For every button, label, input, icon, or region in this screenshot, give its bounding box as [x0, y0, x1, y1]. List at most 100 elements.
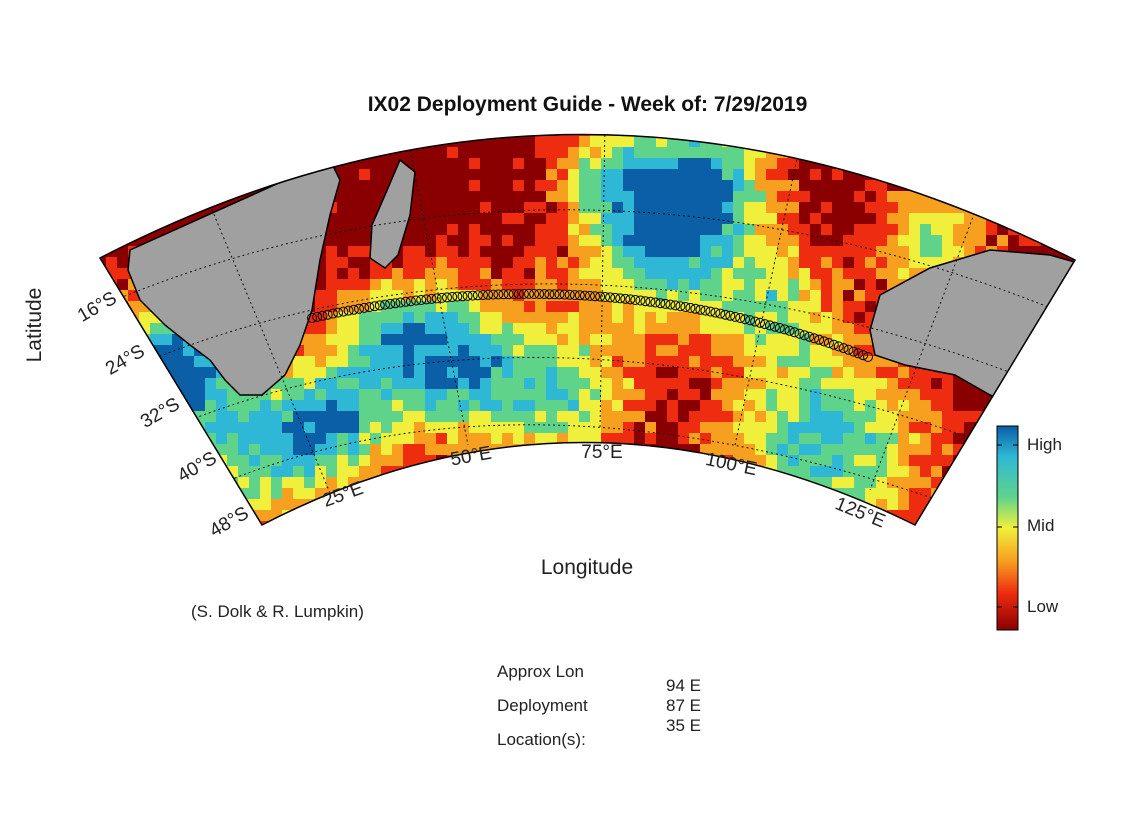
field-cell [931, 455, 942, 466]
field-cell [920, 378, 931, 389]
field-cell [205, 477, 216, 488]
field-cell [645, 235, 656, 246]
field-cell [579, 213, 590, 224]
field-cell [711, 510, 722, 521]
field-cell [381, 466, 392, 477]
field-cell [381, 411, 392, 422]
field-cell [370, 312, 381, 323]
field-cell [348, 411, 359, 422]
field-cell [601, 378, 612, 389]
field-cell [755, 290, 766, 301]
field-cell [744, 510, 755, 521]
field-cell [480, 389, 491, 400]
field-cell [623, 134, 634, 136]
track-point [630, 295, 641, 305]
field-cell [359, 378, 370, 389]
field-cell [480, 422, 491, 433]
field-cell [766, 268, 777, 279]
field-cell [953, 444, 964, 455]
field-cell [612, 224, 623, 235]
field-cell [898, 411, 909, 422]
field-cell [370, 455, 381, 466]
field-cell [722, 356, 733, 367]
field-cell [678, 147, 689, 158]
field-cell [744, 334, 755, 345]
track-point [467, 290, 478, 301]
field-cell [260, 488, 271, 499]
field-cell [249, 400, 260, 411]
field-cell [315, 411, 326, 422]
field-cell [777, 488, 788, 499]
field-cell [656, 356, 667, 367]
field-cell [876, 433, 887, 444]
field-cell [590, 422, 601, 433]
field-cell [414, 422, 425, 433]
field-cell [480, 279, 491, 290]
field-cell [260, 422, 271, 433]
field-cell [744, 455, 755, 466]
track-point [416, 295, 427, 305]
field-cell [568, 477, 579, 488]
field-cell [623, 323, 634, 334]
field-cell [601, 235, 612, 246]
field-cell [777, 378, 788, 389]
track-point [544, 289, 555, 300]
field-cell [183, 356, 194, 367]
field-cell [832, 290, 843, 301]
field-cell [777, 257, 788, 268]
colorbar-label-mid: Mid [1027, 516, 1055, 535]
field-cell [370, 488, 381, 499]
field-cell [238, 455, 249, 466]
field-cell [733, 268, 744, 279]
field-cell [392, 444, 403, 455]
field-cell [590, 334, 601, 345]
field-cell [139, 433, 150, 444]
field-cell [425, 488, 436, 499]
field-cell [755, 268, 766, 279]
field-cell [106, 422, 117, 433]
track-point [720, 309, 731, 320]
field-cell [590, 246, 601, 257]
field-cell [513, 180, 524, 191]
field-cell [502, 213, 513, 224]
field-cell [865, 477, 876, 488]
field-cell [227, 400, 238, 411]
field-cell [216, 378, 227, 389]
field-cell [821, 202, 832, 213]
field-cell [590, 180, 601, 191]
field-cell [656, 378, 667, 389]
field-cell [579, 136, 590, 147]
field-cell [337, 477, 348, 488]
field-cell [634, 323, 645, 334]
field-cell [799, 301, 810, 312]
field-cell [887, 477, 898, 488]
field-cell [733, 334, 744, 345]
track-point [518, 289, 529, 299]
field-cell [282, 488, 293, 499]
track-point [385, 298, 396, 309]
field-cell [843, 268, 854, 279]
field-cell [425, 301, 436, 312]
field-cell [403, 378, 414, 389]
colorbar-label-high: High [1027, 435, 1062, 454]
field-cell [205, 367, 216, 378]
field-cell [634, 202, 645, 213]
field-cell [777, 466, 788, 477]
field-cell [810, 246, 821, 257]
field-cell [579, 158, 590, 169]
field-cell [612, 411, 623, 422]
field-cell [887, 257, 898, 268]
field-cell [634, 158, 645, 169]
field-cell [282, 433, 293, 444]
field-cell [843, 521, 854, 525]
field-cell [546, 158, 557, 169]
field-cell [304, 455, 315, 466]
track-point [369, 301, 380, 312]
field-cell [854, 334, 865, 345]
field-cell [139, 323, 150, 334]
field-cell [953, 191, 964, 202]
field-cell [876, 213, 887, 224]
field-cell [315, 400, 326, 411]
field-cell [601, 136, 612, 147]
field-cell [810, 312, 821, 323]
